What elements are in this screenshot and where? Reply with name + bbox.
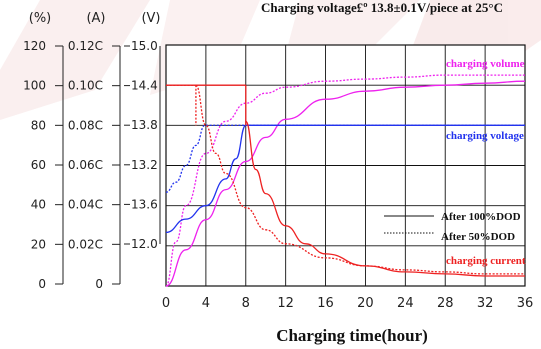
voltage-tick-label: 13.8 bbox=[131, 118, 158, 132]
voltage-tick-label: 13.2 bbox=[131, 158, 158, 172]
current-tick-label: 0 bbox=[95, 277, 103, 291]
current-axis-unit: (A) bbox=[86, 11, 105, 26]
annotation-charging-current: charging current bbox=[446, 255, 526, 267]
voltage-tick-label: 15.0 bbox=[131, 39, 158, 53]
percent-axis-unit: (%) bbox=[29, 11, 52, 26]
current-tick-label: 0.12C bbox=[68, 39, 103, 53]
percent-tick-label: 80 bbox=[31, 118, 46, 132]
current-tick-label: 0.02C bbox=[68, 237, 103, 251]
x-tick-label: 32 bbox=[477, 296, 494, 311]
percent-tick-label: 0 bbox=[38, 277, 46, 291]
percent-tick-label: 20 bbox=[31, 237, 46, 251]
voltage-axis-unit: (V) bbox=[141, 11, 160, 26]
voltage-tick-label: 12.0 bbox=[131, 237, 158, 251]
x-tick-label: 8 bbox=[242, 296, 250, 311]
x-tick-label: 36 bbox=[517, 296, 534, 311]
x-tick-label: 24 bbox=[397, 296, 414, 311]
chart-title: Charging voltage£º 13.8±0.1V/piece at 25… bbox=[261, 0, 503, 15]
voltage-tick-label: 13.6 bbox=[131, 197, 158, 211]
current-tick-label: 0.04C bbox=[68, 198, 103, 212]
x-tick-label: 16 bbox=[317, 296, 334, 311]
annotation-charging-volume: charging volume bbox=[446, 58, 525, 70]
percent-tick-label: 40 bbox=[31, 198, 46, 212]
series-current-100dod bbox=[245, 120, 525, 277]
x-tick-label: 4 bbox=[202, 296, 210, 311]
current-tick-label: 0.08C bbox=[68, 118, 103, 132]
left-axes: 120 100 80 60 40 20 0 0.12C 0.10C 0.08C 0.06C 0.04C… bbox=[23, 39, 161, 291]
legend-label-100dod: After 100%DOD bbox=[441, 211, 521, 223]
annotation-charging-voltage: charging voltage bbox=[446, 130, 524, 142]
legend-label-50dod: After 50%DOD bbox=[441, 231, 515, 243]
watermark-stroke bbox=[0, 0, 150, 120]
percent-tick-label: 100 bbox=[23, 79, 46, 93]
series-volume-50dod bbox=[165, 74, 525, 287]
percent-tick-label: 120 bbox=[23, 39, 46, 53]
series-layer bbox=[165, 74, 526, 287]
series-voltage-50dod bbox=[165, 124, 525, 193]
x-tick-label: 12 bbox=[277, 296, 294, 311]
x-axis-label: Charging time(hour) bbox=[276, 326, 428, 345]
legend: After 100%DOD After 50%DOD bbox=[384, 211, 521, 243]
series-current-50dod bbox=[195, 84, 525, 275]
x-tick-labels: 0 4 8 12 16 20 24 28 32 36 bbox=[162, 296, 533, 311]
voltage-tick-label: 14.4 bbox=[131, 79, 158, 93]
x-tick-label: 20 bbox=[357, 296, 374, 311]
x-tick-label: 28 bbox=[437, 296, 454, 311]
percent-tick-label: 60 bbox=[31, 158, 46, 172]
current-tick-label: 0.10C bbox=[68, 79, 103, 93]
x-tick-label: 0 bbox=[162, 296, 170, 311]
current-tick-label: 0.06C bbox=[68, 158, 103, 172]
series-volume-100dod bbox=[165, 80, 526, 287]
